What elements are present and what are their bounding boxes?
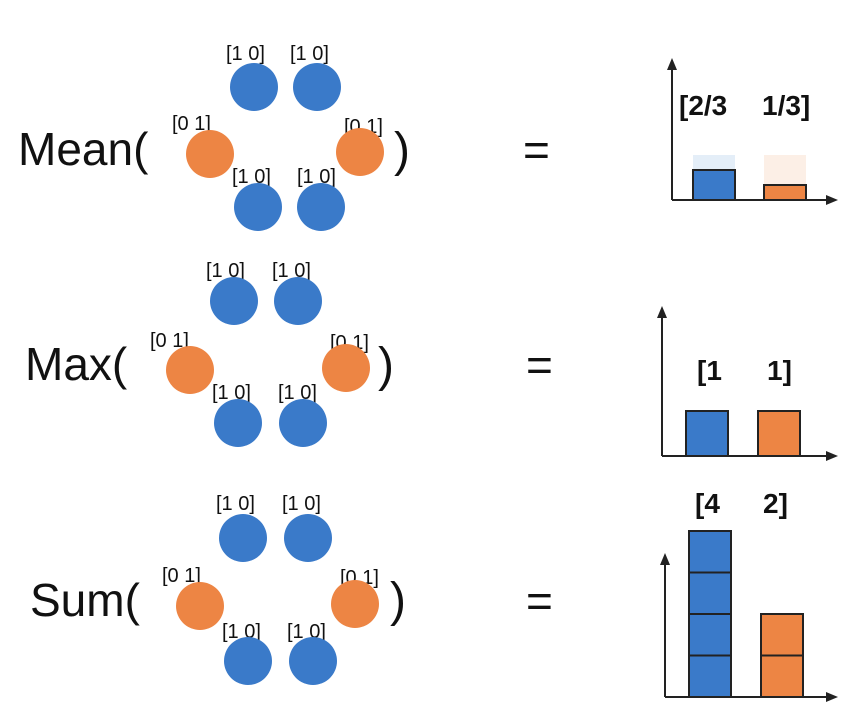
- function-label: Mean(: [18, 123, 149, 175]
- y-axis-arrow: [657, 306, 667, 318]
- graph-node: [176, 582, 224, 630]
- node-feature-label: [1 0]: [226, 43, 265, 65]
- x-axis-arrow: [826, 451, 838, 461]
- result-label-second: 2]: [763, 488, 788, 519]
- node-feature-label: [1 0]: [232, 166, 271, 188]
- graph-node: [293, 63, 341, 111]
- equals-sign: =: [526, 575, 553, 627]
- result-label-second: 1]: [767, 355, 792, 386]
- x-axis-arrow: [826, 692, 838, 702]
- result-label-second: 1/3]: [762, 90, 811, 121]
- bar-1: [685, 410, 729, 457]
- node-feature-label: [1 0]: [272, 260, 311, 282]
- node-feature-label: [1 0]: [216, 493, 255, 515]
- graph-node: [279, 399, 327, 447]
- bar-1-unit-4: [688, 530, 732, 574]
- graph-node: [210, 277, 258, 325]
- close-paren: ): [390, 574, 406, 627]
- equals-sign: =: [523, 124, 550, 176]
- graph-node: [234, 183, 282, 231]
- y-axis-arrow: [667, 58, 677, 70]
- graph-node: [274, 277, 322, 325]
- bar-1-unit-3: [688, 571, 732, 615]
- graph-node: [297, 183, 345, 231]
- node-feature-label: [1 0]: [278, 382, 317, 404]
- graph-node: [186, 130, 234, 178]
- x-axis-arrow: [826, 195, 838, 205]
- graph-node: [336, 128, 384, 176]
- node-feature-label: [0 1]: [162, 565, 201, 587]
- function-label: Max(: [25, 338, 128, 390]
- mean-row: Mean( [1 0] [1 0] [0 1] [0 1] ) [1 0] [1…: [0, 0, 858, 240]
- node-feature-label: [1 0]: [282, 493, 321, 515]
- graph-node: [219, 514, 267, 562]
- node-feature-label: [1 0]: [297, 166, 336, 188]
- y-axis-arrow: [660, 553, 670, 565]
- graph-node: [230, 63, 278, 111]
- equals-sign: =: [526, 339, 553, 391]
- close-paren: ): [378, 339, 394, 392]
- graph-node: [331, 580, 379, 628]
- bar-2-unit-2: [760, 613, 804, 657]
- node-feature-label: [0 1]: [172, 113, 211, 135]
- result-label-first: [1: [697, 355, 722, 386]
- bar-2-unit-1: [760, 654, 804, 698]
- graph-node: [214, 399, 262, 447]
- graph-node: [166, 346, 214, 394]
- node-feature-label: [1 0]: [206, 260, 245, 282]
- result-label-first: [4: [695, 488, 720, 519]
- graph-node: [289, 637, 337, 685]
- close-paren: ): [394, 124, 410, 177]
- graph-node: [224, 637, 272, 685]
- bar-2: [757, 410, 801, 457]
- node-feature-label: [1 0]: [212, 382, 251, 404]
- graph-node: [284, 514, 332, 562]
- bar-1-unit-1: [688, 654, 732, 698]
- function-label: Sum(: [30, 574, 140, 626]
- node-feature-label: [0 1]: [150, 330, 189, 352]
- result-label-first: [2/3: [679, 90, 728, 121]
- node-feature-label: [1 0]: [290, 43, 329, 65]
- graph-node: [322, 344, 370, 392]
- bar-1-unit-2: [688, 613, 732, 657]
